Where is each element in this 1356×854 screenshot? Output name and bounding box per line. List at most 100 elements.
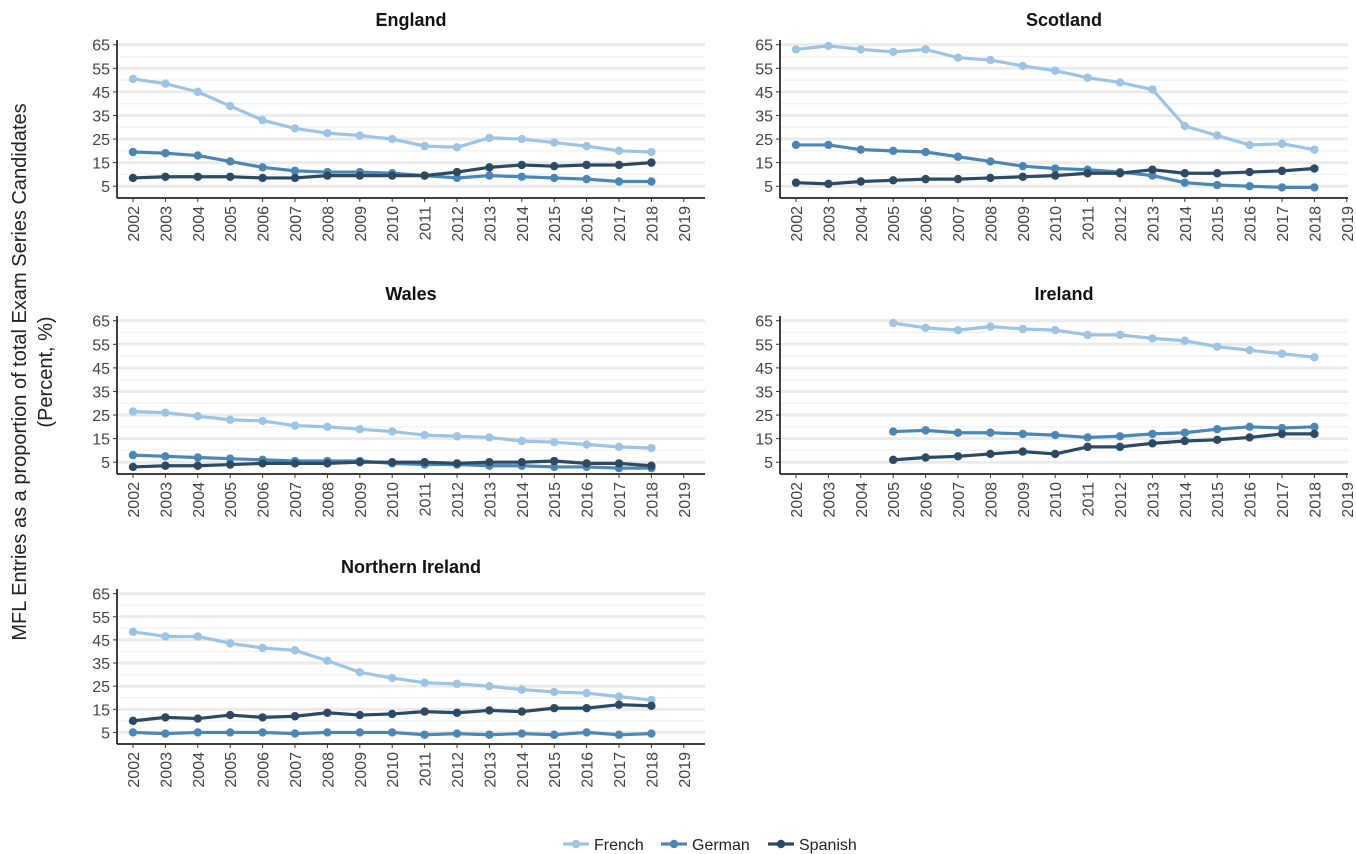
x-tick-label: 2002 <box>789 482 806 518</box>
point-french <box>582 440 591 449</box>
point-german <box>1180 178 1190 187</box>
y-tick-label: 65 <box>92 587 110 604</box>
x-tick-label: 2017 <box>612 752 629 788</box>
point-german <box>1310 183 1319 192</box>
point-french <box>1213 342 1222 351</box>
x-tick-label: 2002 <box>126 752 143 788</box>
legend-item-french: French <box>563 837 644 854</box>
x-tick-label: 2016 <box>580 752 597 788</box>
point-spanish <box>647 461 656 470</box>
point-french <box>161 408 170 417</box>
x-tick-label: 2019 <box>1340 206 1356 242</box>
point-german <box>953 428 963 437</box>
y-tick-label: 45 <box>755 85 773 102</box>
x-tick-label: 2016 <box>1243 206 1260 242</box>
point-german <box>517 172 526 181</box>
point-french <box>1115 78 1125 87</box>
point-french <box>921 323 930 332</box>
point-spanish <box>1310 429 1319 439</box>
point-spanish <box>1051 171 1060 180</box>
point-spanish <box>420 707 429 716</box>
point-spanish <box>582 160 591 170</box>
point-french <box>290 124 300 133</box>
series-line-french <box>892 321 1315 359</box>
point-spanish <box>355 710 364 720</box>
point-french <box>485 133 494 143</box>
point-french <box>161 632 170 641</box>
x-tick-label: 2018 <box>1307 206 1324 242</box>
point-spanish <box>1115 169 1125 178</box>
point-french <box>388 673 397 683</box>
point-spanish <box>1148 165 1157 174</box>
point-german <box>1051 164 1060 173</box>
point-french <box>323 422 332 432</box>
x-tick-label: 2015 <box>1210 482 1227 518</box>
point-spanish <box>323 459 332 468</box>
y-tick-label: 35 <box>92 656 110 673</box>
point-spanish <box>1018 172 1027 181</box>
point-spanish <box>485 458 494 467</box>
point-spanish <box>258 459 267 468</box>
point-spanish <box>550 456 559 466</box>
y-tick-label: 15 <box>755 432 773 449</box>
point-french <box>1018 61 1027 71</box>
x-tick-label: 2019 <box>677 752 694 788</box>
point-german <box>420 730 429 739</box>
point-german <box>1148 429 1157 439</box>
point-spanish <box>986 449 995 459</box>
point-german <box>226 157 235 166</box>
x-tick-label: 2018 <box>1307 482 1324 518</box>
x-tick-label: 2006 <box>256 482 273 518</box>
point-german <box>226 728 235 737</box>
y-tick-label: 35 <box>755 384 773 401</box>
point-french <box>355 131 364 140</box>
point-spanish <box>517 458 526 467</box>
point-french <box>452 143 462 152</box>
point-spanish <box>226 710 235 720</box>
point-spanish <box>323 708 332 717</box>
point-spanish <box>889 176 898 185</box>
point-french <box>550 687 559 697</box>
point-french <box>582 688 591 698</box>
point-spanish <box>193 461 202 470</box>
y-tick-label: 5 <box>101 725 110 742</box>
point-spanish <box>1115 442 1125 452</box>
point-spanish <box>1083 169 1092 178</box>
x-tick-label: 2005 <box>886 482 903 518</box>
point-french <box>889 318 898 328</box>
point-spanish <box>921 453 930 462</box>
x-tick-label: 2015 <box>1210 206 1227 242</box>
point-spanish <box>791 178 801 187</box>
point-german <box>128 147 138 157</box>
point-spanish <box>517 160 526 170</box>
point-french <box>582 141 591 151</box>
x-tick-label: 2004 <box>191 482 208 518</box>
y-tick-label: 65 <box>755 38 773 55</box>
point-spanish <box>290 173 300 183</box>
point-spanish <box>856 177 865 186</box>
point-german <box>791 140 801 150</box>
x-tick-label: 2008 <box>320 752 337 788</box>
x-tick-label: 2018 <box>644 752 661 788</box>
point-french <box>1277 349 1287 358</box>
x-tick-label: 2008 <box>320 206 337 242</box>
point-german <box>1051 430 1060 440</box>
point-spanish <box>1083 442 1092 452</box>
point-french <box>1180 336 1190 345</box>
point-french <box>485 681 494 691</box>
y-axis-label-line1: MFL Entries as a proportion of total Exa… <box>9 103 31 640</box>
x-tick-label: 2010 <box>1048 482 1065 518</box>
x-tick-label: 2014 <box>1178 206 1195 242</box>
point-french <box>791 45 801 54</box>
x-tick-label: 2011 <box>418 482 435 517</box>
point-french <box>193 632 202 641</box>
y-tick-label: 45 <box>92 633 110 650</box>
point-german <box>1245 182 1254 191</box>
point-french <box>355 424 364 434</box>
point-spanish <box>355 458 364 467</box>
x-tick-label: 2019 <box>677 482 694 518</box>
point-spanish <box>824 179 833 189</box>
point-spanish <box>226 460 235 469</box>
point-spanish <box>452 459 462 468</box>
